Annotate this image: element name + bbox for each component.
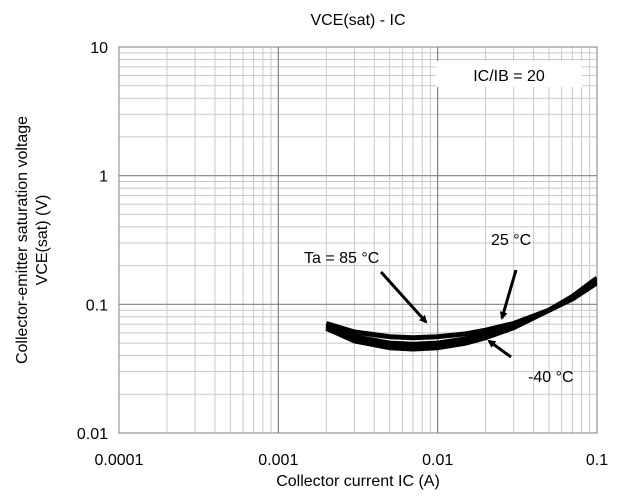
y-axis-label-line-1: Collector-emitter saturation voltage [14,116,31,364]
annotation-arrow [499,269,518,320]
x-tick-label: 0.001 [258,452,298,469]
x-tick-label: 0.1 [586,452,608,469]
x-tick-label: 0.0001 [95,452,144,469]
annotation-arrow [487,339,512,359]
y-axis-label-line-2: VCE(sat) (V) [34,195,51,286]
series-layer [325,276,597,352]
x-tick-labels: 0.0001 0.001 0.01 0.1 [95,452,609,469]
series-line-3 [325,276,597,352]
annotation-arrow [379,270,428,324]
annotation-label: -40 °C [528,369,574,386]
y-tick-label: 0.1 [86,297,108,314]
y-tick-label: 0.01 [77,426,108,443]
annotation-label: 25 °C [491,232,531,249]
condition-label-box [436,61,582,87]
x-axis-label: Collector current IC (A) [276,473,440,490]
annotations: Ta = 85 °C 25 °C -40 °C [304,232,574,386]
y-tick-labels: 0.01 0.1 1 10 [77,40,108,443]
plot-frame [118,46,598,434]
y-tick-label: 10 [90,40,108,57]
chart-title: VCE(sat) - IC [310,12,405,29]
condition-label: IC/IB = 20 [473,68,545,85]
plot-area [119,47,597,433]
annotation-label: Ta = 85 °C [304,250,379,267]
x-tick-label: 0.01 [422,452,453,469]
y-tick-label: 1 [99,169,108,186]
major-grid [119,47,597,433]
